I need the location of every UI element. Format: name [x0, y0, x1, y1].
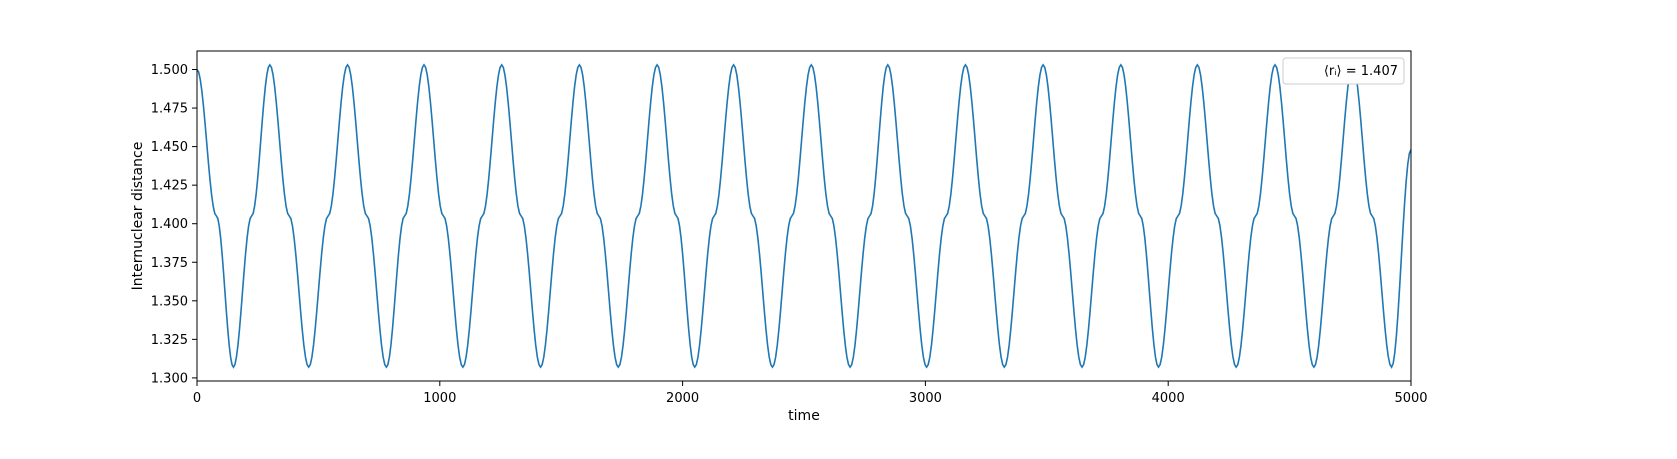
- y-tick-label: 1.350: [151, 294, 188, 309]
- y-tick-label: 1.450: [151, 140, 188, 155]
- x-tick-label: 3000: [909, 391, 942, 406]
- x-tick-label: 4000: [1152, 391, 1185, 406]
- y-axis-ticks: 1.300 1.325 1.350 1.375 1.400 1.425 1.450 1.475…: [151, 63, 197, 386]
- y-tick-label: 1.375: [151, 256, 188, 271]
- series-line: [196, 63, 1412, 369]
- x-tick-label: 5000: [1394, 391, 1427, 406]
- plot-frame: [196, 50, 1412, 382]
- legend-box: [1282, 57, 1405, 85]
- legend: ⟨rᵢ⟩ = 1.407: [1282, 57, 1405, 85]
- x-axis-ticks: 0 1000 2000 3000 4000 5000: [193, 381, 1428, 406]
- y-tick-label: 1.425: [151, 179, 188, 194]
- y-tick-label: 1.500: [151, 63, 188, 78]
- x-tick-label: 2000: [666, 391, 699, 406]
- y-tick-label: 1.300: [151, 371, 188, 386]
- x-axis-label: time: [788, 408, 820, 424]
- y-tick-label: 1.400: [151, 217, 188, 232]
- x-tick-label: 0: [193, 391, 201, 406]
- series-layer: [196, 63, 1412, 369]
- y-axis-label: Internuclear distance: [130, 142, 146, 291]
- x-tick-label: 1000: [423, 391, 456, 406]
- legend-label: ⟨rᵢ⟩ = 1.407: [1324, 64, 1398, 79]
- y-tick-label: 1.325: [151, 333, 188, 348]
- y-tick-label: 1.475: [151, 102, 188, 117]
